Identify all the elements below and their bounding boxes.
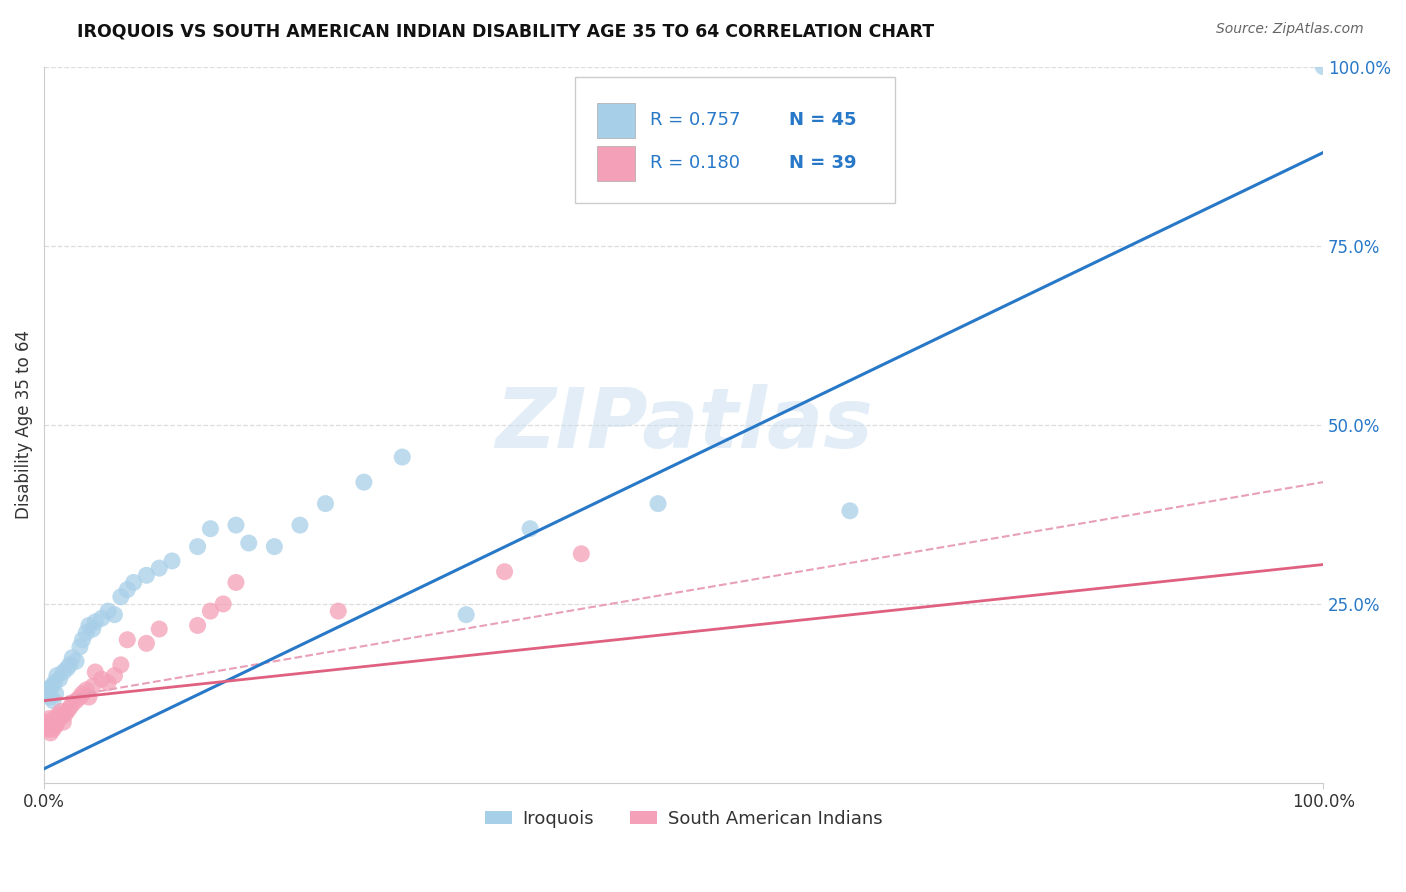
Point: [225, 575, 247, 590]
Point: [148, 622, 170, 636]
Point: [148, 561, 170, 575]
Point: [35, 715, 58, 730]
Point: [77, 690, 100, 704]
Point: [41, 719, 63, 733]
Point: [42, 693, 65, 707]
Point: [44, 675, 66, 690]
Point: [46, 708, 69, 723]
Point: [52, 715, 75, 730]
Point: [72, 686, 94, 700]
Point: [60, 650, 83, 665]
Point: [135, 568, 157, 582]
Point: [37, 684, 59, 698]
Point: [42, 723, 65, 737]
Point: [60, 698, 83, 712]
Point: [519, 522, 541, 536]
Point: [48, 712, 70, 726]
Point: [45, 719, 67, 733]
Point: [160, 554, 183, 568]
Point: [212, 597, 235, 611]
Text: N = 45: N = 45: [789, 112, 856, 129]
Legend: Iroquois, South American Indians: Iroquois, South American Indians: [477, 803, 890, 835]
Text: ZIPatlas: ZIPatlas: [495, 384, 873, 466]
Point: [82, 679, 104, 693]
Point: [45, 715, 67, 730]
Text: N = 39: N = 39: [789, 154, 856, 172]
Point: [353, 475, 375, 490]
Point: [110, 590, 132, 604]
Point: [200, 604, 222, 618]
Point: [53, 708, 76, 723]
Point: [135, 636, 157, 650]
Point: [65, 693, 87, 707]
FancyBboxPatch shape: [596, 146, 636, 180]
Text: R = 0.180: R = 0.180: [651, 154, 741, 172]
Point: [59, 657, 82, 672]
Point: [200, 522, 222, 536]
FancyBboxPatch shape: [575, 78, 894, 202]
Point: [52, 665, 75, 679]
Point: [72, 632, 94, 647]
Point: [69, 640, 91, 654]
Point: [97, 675, 120, 690]
Point: [1312, 60, 1334, 74]
Point: [110, 657, 132, 672]
Point: [569, 547, 592, 561]
Point: [49, 705, 72, 719]
Point: [44, 712, 66, 726]
Point: [494, 565, 516, 579]
Point: [117, 632, 139, 647]
Point: [59, 701, 82, 715]
Point: [288, 518, 311, 533]
Point: [82, 622, 104, 636]
Point: [456, 607, 478, 622]
Point: [56, 661, 79, 675]
Point: [90, 672, 112, 686]
Point: [263, 540, 285, 554]
Point: [187, 618, 209, 632]
Point: [65, 654, 87, 668]
Point: [90, 611, 112, 625]
Point: [838, 504, 860, 518]
Point: [34, 719, 56, 733]
Point: [38, 681, 60, 696]
Point: [328, 604, 350, 618]
Point: [122, 575, 145, 590]
Point: [84, 665, 107, 679]
Point: [56, 705, 79, 719]
Point: [41, 679, 63, 693]
Point: [75, 625, 97, 640]
Point: [77, 618, 100, 632]
Point: [238, 536, 260, 550]
Text: IROQUOIS VS SOUTH AMERICAN INDIAN DISABILITY AGE 35 TO 64 CORRELATION CHART: IROQUOIS VS SOUTH AMERICAN INDIAN DISABI…: [77, 22, 935, 40]
Point: [69, 690, 91, 704]
Text: R = 0.757: R = 0.757: [651, 112, 741, 129]
Point: [103, 668, 125, 682]
Point: [75, 682, 97, 697]
Point: [187, 540, 209, 554]
Point: [39, 690, 62, 704]
Point: [103, 607, 125, 622]
Point: [225, 518, 247, 533]
Point: [647, 497, 669, 511]
Point: [84, 615, 107, 629]
Point: [48, 672, 70, 686]
Point: [35, 682, 58, 697]
Point: [315, 497, 337, 511]
Y-axis label: Disability Age 35 to 64: Disability Age 35 to 64: [15, 330, 32, 519]
Text: Source: ZipAtlas.com: Source: ZipAtlas.com: [1216, 22, 1364, 37]
FancyBboxPatch shape: [596, 103, 636, 137]
Point: [97, 604, 120, 618]
Point: [391, 450, 413, 464]
Point: [37, 723, 59, 737]
Point: [34, 686, 56, 700]
Point: [45, 668, 67, 682]
Point: [38, 712, 60, 726]
Point: [39, 726, 62, 740]
Point: [117, 582, 139, 597]
Point: [45, 686, 67, 700]
